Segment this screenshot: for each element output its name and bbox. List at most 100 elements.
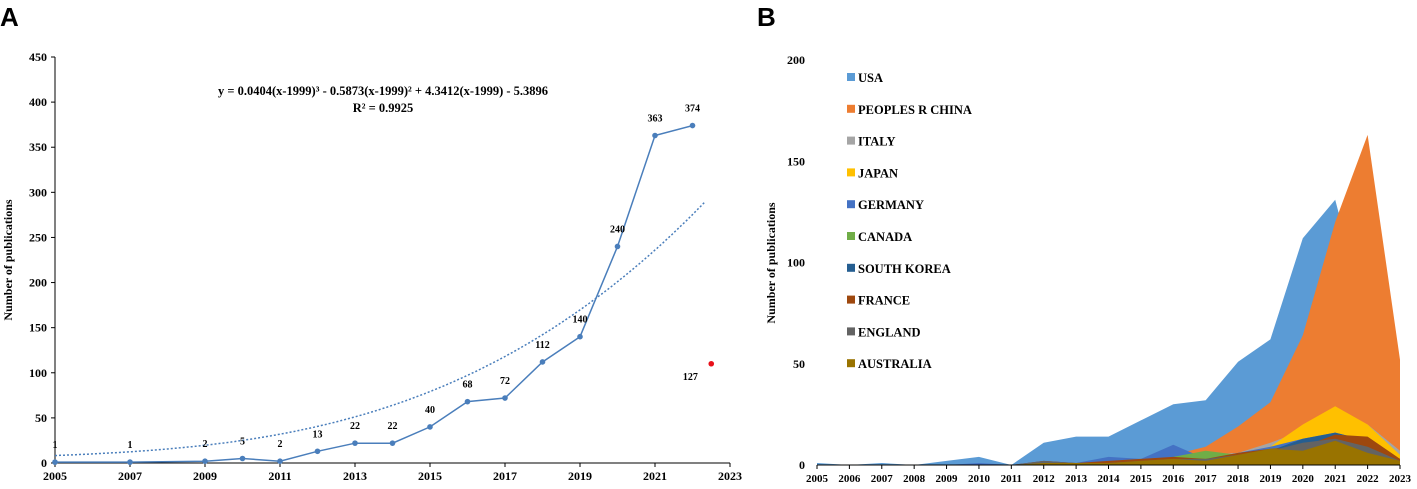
a-x-tick-label: 2013 — [343, 469, 367, 483]
a-x-tick-label: 2009 — [193, 469, 217, 483]
b-area-australia — [817, 440, 1400, 465]
a-data-point — [52, 459, 58, 465]
b-x-tick-label: 2020 — [1292, 473, 1315, 485]
a-x-tick-label: 2007 — [118, 469, 142, 483]
a-data-label: 2 — [203, 439, 208, 450]
a-data-label: 140 — [573, 315, 588, 326]
a-x-tick-label: 2015 — [418, 469, 442, 483]
b-x-tick-label: 2014 — [1098, 473, 1121, 485]
b-x-tick-label: 2022 — [1357, 473, 1380, 485]
a-data-label: 68 — [463, 380, 473, 391]
a-y-tick-label: 0 — [41, 456, 47, 470]
a-x-tick-label: 2005 — [43, 469, 67, 483]
b-x-tick-label: 2010 — [968, 473, 991, 485]
a-data-label: 1 — [53, 440, 58, 451]
a-x-tick-label: 2021 — [643, 469, 667, 483]
b-x-tick-label: 2011 — [1001, 473, 1022, 485]
a-data-point — [352, 440, 358, 446]
b-x-tick-label: 2018 — [1227, 473, 1250, 485]
a-data-point — [127, 459, 133, 465]
b-legend-label: GERMANY — [858, 198, 924, 212]
a-data-label: 2 — [278, 439, 283, 450]
b-x-ticks: 2005 2006 2007 2008 2009 2010 2011 2012 2013 2014… — [806, 465, 1412, 485]
a-data-label: 240 — [610, 224, 625, 235]
b-legend-label: ITALY — [858, 135, 896, 149]
b-y-ticks: 0 50 100 150 200 — [787, 53, 805, 472]
b-legend-swatch — [847, 295, 855, 304]
b-x-tick-label: 2012 — [1033, 473, 1056, 485]
b-legend-label: SOUTH KOREA — [858, 262, 951, 276]
b-legend-swatch — [847, 263, 855, 272]
a-series-group — [52, 122, 696, 465]
a-data-point — [202, 458, 208, 464]
b-y-tick-label: 200 — [787, 53, 805, 67]
a-extra-point — [708, 360, 715, 367]
b-y-tick-label: 150 — [787, 154, 805, 168]
a-x-ticks: 2005 2007 2009 2011 2013 2015 2017 2019 2021 2023 — [43, 463, 742, 483]
a-y-tick-label: 50 — [35, 411, 47, 425]
a-y-tick-label: 300 — [29, 185, 47, 199]
b-legend-label: AUSTRALIA — [858, 357, 932, 371]
chart-a: Number of publications y = 0.0404(x-1999… — [1, 50, 742, 483]
a-trendline-group — [54, 200, 707, 457]
b-legend-label: JAPAN — [858, 166, 898, 180]
b-legend-swatch — [847, 104, 855, 113]
b-areas — [817, 134, 1400, 465]
b-x-tick-label: 2016 — [1162, 473, 1185, 485]
a-y-tick-label: 200 — [29, 276, 47, 290]
a-data-point — [502, 395, 508, 401]
a-data-label: 363 — [648, 113, 663, 124]
a-data-label: 112 — [535, 340, 549, 351]
a-data-point — [389, 440, 396, 446]
a-trend-equation: y = 0.0404(x-1999)³ - 0.5873(x-1999)² + … — [218, 84, 548, 98]
a-trendline — [54, 200, 707, 457]
a-data-point — [614, 243, 621, 250]
b-legend-label: FRANCE — [858, 294, 910, 308]
panel-a-label: A — [0, 2, 19, 32]
b-legend-label: PEOPLES R CHINA — [858, 103, 972, 117]
a-y-axis-title: Number of publications — [1, 199, 15, 320]
chart-b: Number of publications 0 50 100 150 200 2005… — [764, 53, 1412, 485]
b-legend-swatch — [847, 136, 855, 145]
a-y-tick-label: 350 — [29, 140, 47, 154]
a-x-tick-label: 2011 — [268, 469, 291, 483]
b-legend-swatch — [847, 168, 855, 177]
b-x-tick-label: 2019 — [1259, 473, 1282, 485]
panel-b-label: B — [757, 2, 776, 32]
a-data-label: 5 — [240, 436, 245, 447]
b-legend-label: CANADA — [858, 230, 912, 244]
a-data-label: 374 — [685, 104, 700, 115]
b-legend-swatch — [847, 359, 855, 368]
a-y-tick-label: 150 — [29, 321, 47, 335]
b-legend-swatch — [847, 327, 855, 336]
b-x-tick-label: 2007 — [871, 473, 894, 485]
b-x-tick-label: 2006 — [838, 473, 861, 485]
a-data-label: 22 — [350, 421, 360, 432]
a-y-tick-label: 400 — [29, 95, 47, 109]
a-x-tick-label: 2019 — [568, 469, 592, 483]
b-y-tick-label: 50 — [793, 357, 805, 371]
a-data-point — [689, 122, 696, 129]
b-x-tick-label: 2023 — [1389, 473, 1412, 485]
a-data-point — [464, 398, 471, 405]
b-x-tick-label: 2017 — [1195, 473, 1218, 485]
a-data-label: 1 — [128, 440, 133, 451]
a-data-point — [277, 458, 283, 464]
a-extra-point-group: 127 — [683, 360, 715, 383]
b-x-tick-label: 2021 — [1324, 473, 1346, 485]
b-legend: USA PEOPLES R CHINA ITALY JAPAN GERMANY CANAD… — [847, 71, 972, 371]
a-trend-r2: R² = 0.9925 — [353, 101, 414, 115]
a-y-tick-label: 450 — [29, 50, 47, 64]
b-legend-swatch — [847, 73, 855, 81]
a-data-point — [427, 424, 433, 430]
a-y-tick-label: 250 — [29, 230, 47, 244]
a-data-label: 22 — [388, 421, 398, 432]
a-data-label: 40 — [425, 405, 435, 416]
a-y-ticks: 0 50 100 150 200 250 300 350 400 450 — [29, 50, 55, 470]
a-y-tick-label: 100 — [29, 366, 47, 380]
b-y-tick-label: 100 — [787, 256, 805, 270]
b-legend-label: USA — [858, 71, 883, 85]
a-data-label: 13 — [313, 429, 323, 440]
a-data-point — [577, 333, 583, 340]
